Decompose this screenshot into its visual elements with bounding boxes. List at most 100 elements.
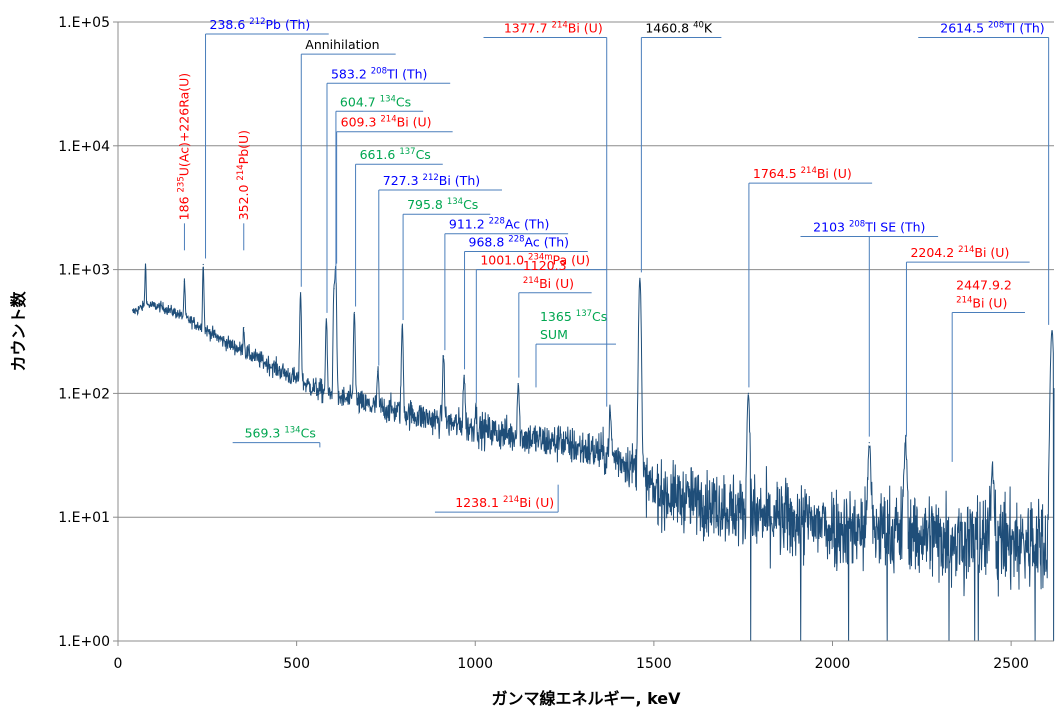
peak-annotation-a2103: 2103 208Tl SE (Th): [800, 220, 939, 437]
annotation-label: 569.3 134Cs: [245, 426, 316, 441]
annotation-label: Annihilation: [305, 37, 379, 52]
annotation-text-run: 1365: [540, 309, 576, 324]
annotation-text-run: Cs: [463, 197, 478, 212]
spectrum-series: [131, 263, 1055, 642]
nuclide-mass-number: 40: [693, 20, 704, 30]
annotation-text-run: Ac (Th): [505, 217, 550, 232]
spectrum-peak-point: [333, 288, 335, 290]
peak-annotation-a795: 795.8 134Cs: [402, 197, 491, 321]
spectrum-peak-point: [144, 263, 147, 266]
annotation-text-run: 352.0: [236, 181, 251, 221]
nuclide-mass-number: 214: [236, 164, 246, 180]
spectrum-peak-point: [353, 311, 355, 314]
peak-annotation-a727: 727.3 212Bi (Th): [378, 173, 502, 366]
annotation-text-run: Annihilation: [305, 37, 379, 52]
annotation-label: 2614.5 208Tl (Th): [940, 20, 1044, 35]
annotation-label: 604.7 134Cs: [340, 94, 411, 109]
annotation-text-run: 2103: [813, 220, 849, 235]
spectrum-peak-point: [325, 318, 327, 320]
annotation-text-run: 968.8: [469, 235, 509, 250]
annotation-text-run: 911.2: [449, 217, 489, 232]
annotation-text-run: 727.3: [383, 173, 423, 188]
peak-annotation-a968: 968.8 228Ac (Th): [464, 235, 588, 370]
annotation-text-run: Tl (Th): [1003, 20, 1044, 35]
annotation-text-run: 604.7: [340, 94, 380, 109]
annotation-text-run: Cs: [396, 94, 411, 109]
peak-annotation-a1120: 1120.3 214Bi (U): [518, 258, 592, 378]
peak-annotation-a661: 661.6 137Cs: [355, 147, 443, 307]
nuclide-mass-number: 212: [249, 17, 265, 27]
annotation-text-run: Bi (Th): [439, 173, 480, 188]
annotation-label: 661.6 137Cs: [360, 147, 431, 162]
y-tick-label: 1.E+04: [58, 139, 110, 155]
annotation-text-run: 186: [176, 192, 191, 220]
annotation-text-run: Pb (Th): [266, 17, 311, 32]
spectrum-peak-point: [202, 263, 204, 266]
spectrum-peak-point: [1051, 330, 1053, 332]
peak-annotation-a352: 352.0 214Pb(U): [236, 130, 251, 251]
spectrum-peak-point: [243, 327, 245, 329]
annotation-label: 795.8 134Cs: [407, 197, 478, 212]
peak-annotation-a1365: 1365 137Cs SUM: [535, 309, 616, 388]
x-tick-label: 500: [283, 656, 310, 672]
peak-annotations: 186 235U(Ac)+226Ra(U)352.0 214Pb(U)238.6…: [176, 17, 1050, 513]
nuclide-mass-number: 137: [576, 309, 592, 319]
annotation-text-run: 2447.9.2: [956, 278, 1012, 293]
annotation-text-run: 795.8: [407, 197, 447, 212]
annotation-text-run: Bi (U): [539, 276, 574, 291]
annotation-text-run: Bi (U): [397, 115, 432, 130]
peak-annotation-a609: 609.3 214Bi (U): [336, 115, 453, 264]
annotation-label: 911.2 228Ac (Th): [449, 217, 550, 232]
spectrum-peak-point: [609, 411, 611, 414]
annotation-text-run: Pb(U): [236, 130, 251, 164]
annotation-text-run: Cs: [416, 147, 431, 162]
nuclide-mass-number: 214: [958, 245, 974, 255]
annotation-text-run: Bi (U): [974, 245, 1009, 260]
nuclide-mass-number: 208: [849, 220, 865, 230]
spectrum-peak-point: [517, 382, 519, 385]
annotation-text-run: Bi (U): [568, 20, 603, 35]
peak-annotation-a583: 583.2 208Tl (Th): [326, 66, 451, 313]
x-tick-label: 2500: [993, 656, 1029, 672]
y-tick-label: 1.E+05: [58, 15, 110, 31]
annotation-text-run: 1377.7: [504, 20, 552, 35]
annotation-label: 214Bi (U): [523, 276, 574, 291]
nuclide-mass-number: 228: [489, 217, 505, 227]
annotation-text-run: Tl (Th): [386, 66, 427, 81]
nuclide-mass-number: 214: [801, 166, 817, 176]
peak-annotation-a1001: 1001.0 234mPa (U): [475, 253, 607, 403]
annotation-text-run: 1238.1: [455, 495, 503, 510]
annotation-text-run: SUM: [540, 327, 568, 342]
x-axis-title: ガンマ線エネルギー, keV: [491, 689, 681, 708]
annotation-text-run: 1764.5: [753, 166, 801, 181]
annotation-text-run: 609.3: [341, 115, 381, 130]
x-tick-label: 0: [114, 656, 123, 672]
annotation-text-run: U(Ac)+: [176, 132, 191, 177]
annotation-text-run: 661.6: [360, 147, 400, 162]
annotation-label: 583.2 208Tl (Th): [331, 66, 427, 81]
annotation-text-run: 583.2: [331, 66, 371, 81]
annotation-label: 186 235U(Ac)+226Ra(U): [176, 73, 191, 221]
spectrum-peak-point: [475, 408, 477, 410]
spectrum-peak-point: [991, 467, 994, 469]
annotation-text-run: Ra(U): [176, 73, 191, 108]
x-tick-label: 1500: [636, 656, 672, 672]
peak-annotation-a911: 911.2 228Ac (Th): [444, 217, 569, 351]
peak-annotation-a2204: 2204.2 214Bi (U): [905, 245, 1030, 437]
annotation-label: 1120.3: [523, 258, 567, 273]
annotation-label: 1377.7 214Bi (U): [504, 20, 603, 35]
spectrum-peak-point: [904, 442, 907, 444]
spectrum-peak-point: [559, 430, 561, 432]
annotation-label: 609.3 214Bi (U): [341, 115, 432, 130]
annotation-label: 2204.2 214Bi (U): [910, 245, 1009, 260]
nuclide-mass-number: 137: [399, 147, 415, 157]
spectrum-peak-point: [442, 355, 445, 357]
annotation-text-run: Bi (U): [519, 495, 554, 510]
nuclide-mass-number: 208: [371, 66, 387, 76]
annotation-text-run: Bi (U): [972, 296, 1007, 311]
peak-annotation-a604: 604.7 134Cs: [335, 94, 424, 283]
spectrum-peak-point: [639, 277, 641, 279]
y-tick-label: 1.E+02: [58, 386, 110, 402]
annotation-label: 2447.9.2: [956, 278, 1012, 293]
